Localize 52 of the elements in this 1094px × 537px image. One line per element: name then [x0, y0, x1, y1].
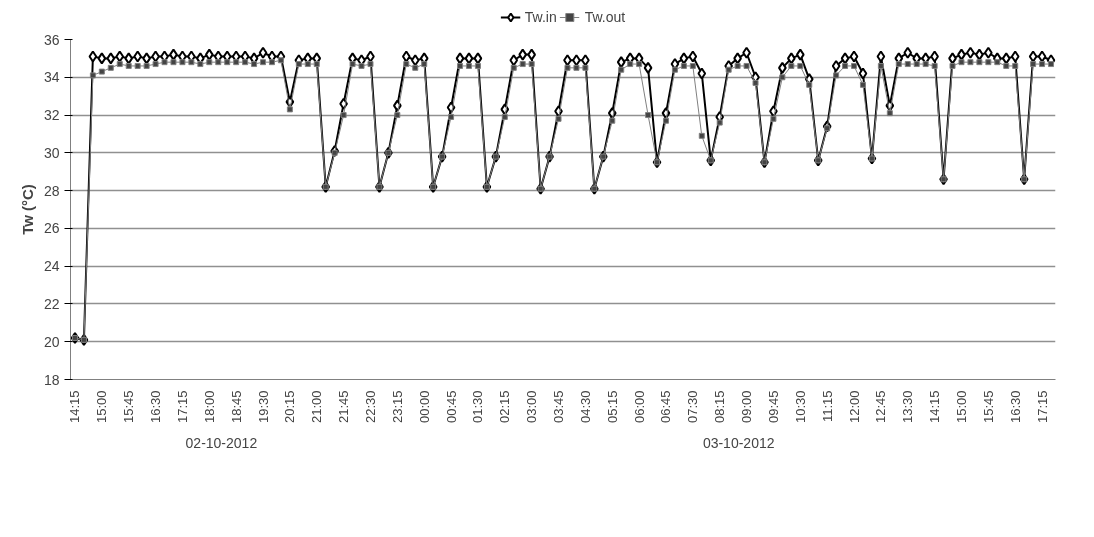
x-tick-label: 17:15	[174, 390, 190, 424]
x-tick-label: 05:15	[604, 390, 620, 424]
legend-label: Tw.in	[524, 9, 557, 25]
x-tick-label: 13:30	[900, 390, 916, 424]
x-tick-label: 21:00	[309, 390, 325, 424]
x-tick-label: 01:30	[470, 390, 486, 424]
y-tick-label: 34	[43, 69, 60, 86]
x-tick-label: 15:45	[980, 390, 996, 424]
x-tick-label: 12:45	[873, 390, 889, 424]
x-tick-label: 00:45	[443, 390, 459, 424]
x-tick-label: 09:45	[765, 390, 781, 424]
x-tick-label: 14:15	[927, 390, 943, 424]
y-tick-label: 26	[43, 220, 60, 237]
x-tick-label: 02:15	[497, 390, 513, 424]
text: 02-10-2012	[185, 434, 258, 451]
x-tick-label: 23:15	[389, 390, 405, 424]
x-tick-label: 12:00	[846, 390, 862, 424]
x-tick-label: 18:45	[228, 390, 244, 424]
y-tick-label: 28	[43, 182, 60, 199]
x-tick-label: 16:30	[148, 390, 164, 424]
x-tick-label: 20:15	[282, 390, 298, 424]
x-tick-label: 06:00	[631, 390, 647, 424]
x-tick-label: 09:00	[739, 390, 755, 424]
x-tick-label: 22:30	[362, 390, 378, 424]
x-tick-label: 07:30	[685, 390, 701, 424]
x-tick-label: 04:30	[577, 390, 593, 424]
x-tick-label: 11:15	[819, 390, 835, 423]
y-tick-label: 18	[43, 371, 60, 388]
x-tick-label: 18:00	[201, 390, 217, 424]
y-tick-label: 32	[43, 107, 60, 124]
x-tick-label: 14:15	[67, 390, 83, 424]
x-tick-label: 19:30	[255, 390, 271, 424]
x-tick-label: 15:00	[94, 390, 110, 424]
x-tick-label: 10:30	[792, 390, 808, 424]
y-tick-label: 36	[43, 31, 60, 48]
x-tick-label: 17:15	[1034, 390, 1050, 424]
y-tick-label: 24	[43, 258, 60, 275]
x-tick-label: 16:30	[1007, 390, 1023, 424]
x-tick-label: 03:45	[551, 390, 567, 424]
x-tick-label: 15:00	[953, 390, 969, 424]
y-tick-label: 20	[43, 333, 60, 350]
x-tick-label: 08:15	[712, 390, 728, 424]
y-axis-title: Tw (°C)	[18, 184, 36, 235]
x-tick-label: 03:00	[524, 390, 540, 424]
x-tick-label: 21:45	[336, 390, 352, 424]
legend-label: Tw.out	[584, 9, 626, 25]
x-tick-label: 15:45	[121, 390, 137, 424]
y-tick-label: 22	[43, 295, 60, 312]
y-tick-label: 30	[43, 144, 60, 161]
x-tick-label: 06:45	[658, 390, 674, 424]
x-tick-label: 00:00	[416, 390, 432, 424]
text: 03-10-2012	[702, 434, 775, 451]
